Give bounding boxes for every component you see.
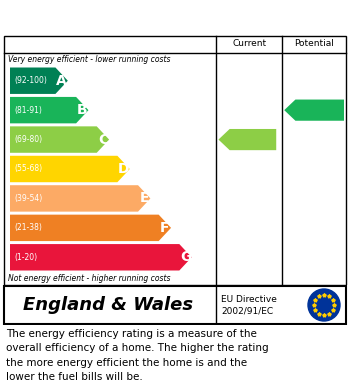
Text: A: A: [56, 74, 67, 88]
Text: (69-80): (69-80): [14, 135, 42, 144]
Text: EU Directive
2002/91/EC: EU Directive 2002/91/EC: [221, 294, 277, 316]
Text: (21-38): (21-38): [14, 223, 42, 232]
Text: B: B: [77, 103, 88, 117]
Text: (1-20): (1-20): [14, 253, 37, 262]
Text: (81-91): (81-91): [14, 106, 42, 115]
Text: Potential: Potential: [294, 39, 334, 48]
Polygon shape: [10, 185, 150, 212]
Text: Current: Current: [232, 39, 267, 48]
Polygon shape: [10, 244, 192, 271]
Text: C: C: [98, 133, 108, 147]
Text: (55-68): (55-68): [14, 165, 42, 174]
Text: F: F: [160, 221, 169, 235]
Text: The energy efficiency rating is a measure of the
overall efficiency of a home. T: The energy efficiency rating is a measur…: [6, 329, 269, 382]
Polygon shape: [10, 215, 171, 241]
Polygon shape: [10, 156, 130, 182]
Text: (39-54): (39-54): [14, 194, 42, 203]
Text: 82: 82: [307, 104, 324, 117]
Polygon shape: [219, 129, 276, 150]
Text: E: E: [140, 192, 149, 205]
Text: England & Wales: England & Wales: [23, 296, 193, 314]
Text: D: D: [118, 162, 129, 176]
Text: Not energy efficient - higher running costs: Not energy efficient - higher running co…: [8, 274, 171, 283]
Polygon shape: [284, 100, 344, 121]
Circle shape: [308, 289, 340, 321]
Text: (92-100): (92-100): [14, 76, 47, 85]
Polygon shape: [10, 97, 88, 123]
Text: Very energy efficient - lower running costs: Very energy efficient - lower running co…: [8, 55, 171, 64]
Text: Energy Efficiency Rating: Energy Efficiency Rating: [10, 9, 240, 27]
Text: G: G: [180, 250, 191, 264]
Polygon shape: [10, 68, 68, 94]
Text: 69: 69: [240, 133, 258, 146]
Polygon shape: [10, 126, 109, 153]
